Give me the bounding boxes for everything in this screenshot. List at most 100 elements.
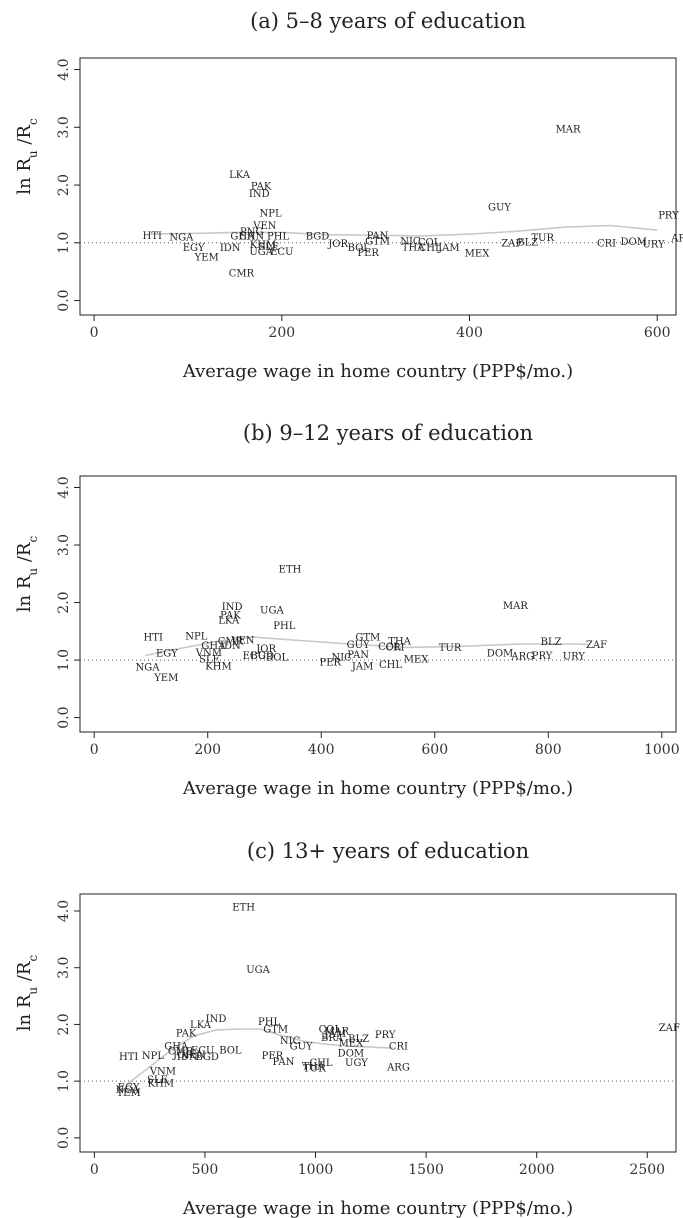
panel-a: (a) 5–8 years of education 0 200 400 600 0.0 1… xyxy=(14,9,683,382)
data-point-label: ETH xyxy=(279,565,302,576)
x-tick-label: 600 xyxy=(644,325,671,341)
data-point-label: COL xyxy=(319,1024,342,1035)
data-point-label: CRI xyxy=(385,642,404,653)
data-point-label: PAN xyxy=(367,231,389,242)
data-point-label: PER xyxy=(262,1051,284,1062)
data-point-label: COL xyxy=(418,238,441,249)
x-axis-label: Average wage in home country (PPP$/mo.) xyxy=(182,361,573,382)
y-axis-label-mid: /R xyxy=(14,125,35,151)
data-point-label: KHM xyxy=(205,661,231,672)
data-point-label: IND xyxy=(249,189,270,200)
data-point-label: PAN xyxy=(347,650,369,661)
data-point-label: TUR xyxy=(303,1064,326,1075)
x-tick-label: 600 xyxy=(421,742,448,758)
data-point-label: IDN xyxy=(220,243,241,254)
data-point-label: MAR xyxy=(556,125,581,136)
data-point-label: IDN xyxy=(220,641,241,652)
data-point-label: THA xyxy=(402,242,425,253)
x-tick-label: 400 xyxy=(456,325,483,341)
data-point-label: BGD xyxy=(306,231,330,242)
data-point-label: PNG xyxy=(240,227,263,238)
data-point-label: GTM xyxy=(355,633,380,644)
data-point-label: MAR xyxy=(503,601,528,612)
y-tick-label: 1.0 xyxy=(56,649,72,671)
data-point-label: JOR xyxy=(327,239,348,250)
y-axis-label-sub1: u xyxy=(26,987,40,995)
data-point-label: JOR xyxy=(172,1050,193,1061)
data-point-label: PER xyxy=(357,248,379,259)
data-point-label: PAN xyxy=(273,1057,295,1068)
data-point-label: BOL xyxy=(266,653,289,664)
y-axis-label-sub2: c xyxy=(26,536,40,543)
data-point-label: BOL xyxy=(219,1045,242,1056)
data-point-label: VEN xyxy=(252,221,277,232)
data-point-label: JAM xyxy=(351,661,373,672)
data-point-label: IDN xyxy=(177,1052,198,1063)
panel-b: (b) 9–12 years of education 0 200 400 600 800… xyxy=(14,421,680,799)
data-point-label: ARG xyxy=(670,234,683,245)
data-point-label: ARG xyxy=(510,652,534,663)
y-axis-label: ln Ru /Rc xyxy=(14,118,40,195)
data-point-label: GUY xyxy=(347,640,370,651)
data-point-label: CRI xyxy=(597,238,616,249)
data-point-label: JAM xyxy=(324,1029,346,1040)
data-point-label: VNM xyxy=(149,1066,176,1077)
x-tick-label: 1000 xyxy=(644,742,680,758)
x-tick-label: 200 xyxy=(194,742,221,758)
y-tick-label: 2.0 xyxy=(56,1013,72,1035)
data-point-label: UGA xyxy=(260,606,284,617)
smoothed-curve xyxy=(145,636,589,657)
y-axis-label: ln Ru /Rc xyxy=(14,536,40,613)
data-point-label: URY xyxy=(642,239,665,250)
data-point-label: HTI xyxy=(143,231,162,242)
y-axis-label-main: ln R xyxy=(14,994,35,1031)
data-point-label: KHM xyxy=(148,1078,174,1089)
x-tick-label: 0 xyxy=(90,742,99,758)
data-point-label: DOM xyxy=(338,1048,364,1059)
data-point-label: IND xyxy=(206,1014,227,1025)
y-axis-label-sub1: u xyxy=(26,150,40,158)
data-point-label: VEN xyxy=(230,635,255,646)
data-point-label: CHL xyxy=(419,243,442,254)
data-point-label: PER xyxy=(320,657,342,668)
data-point-label: GTM xyxy=(263,1024,288,1035)
data-point-label: NIC xyxy=(331,653,352,664)
data-point-label: CMR xyxy=(168,1047,194,1058)
data-point-label: VEN xyxy=(181,1050,206,1061)
data-point-label: GHA xyxy=(164,1041,189,1052)
x-tick-label: 1000 xyxy=(298,1162,334,1178)
y-tick-label: 1.0 xyxy=(56,1070,72,1092)
data-point-label: SLE xyxy=(147,1075,168,1086)
data-point-label: PHL xyxy=(267,231,289,242)
data-point-label: GUY xyxy=(488,203,511,214)
x-axis-label: Average wage in home country (PPP$/mo.) xyxy=(182,778,573,799)
plot-frame xyxy=(79,57,677,316)
data-point-label: EGY xyxy=(183,243,205,254)
data-point-label: TUR xyxy=(439,643,462,654)
data-point-label: ZAF xyxy=(586,640,607,651)
data-point-label: UGY xyxy=(345,1058,368,1069)
data-point-label: DOM xyxy=(487,649,513,660)
x-axis-label: Average wage in home country (PPP$/mo.) xyxy=(182,1198,573,1218)
smoothed-curve xyxy=(127,1028,393,1085)
data-point-label: NGA xyxy=(136,662,161,673)
data-point-label: YEM xyxy=(194,253,219,264)
data-point-label: MAR xyxy=(324,1027,349,1038)
x-tick-label: 2500 xyxy=(629,1162,665,1178)
data-point-label: GHA xyxy=(201,641,226,652)
data-point-label: THA xyxy=(302,1061,325,1072)
smoothed-curve xyxy=(150,224,658,237)
data-point-label: ZAF xyxy=(501,238,522,249)
y-tick-label: 3.0 xyxy=(56,534,72,556)
y-tick-label: 4.0 xyxy=(56,58,72,80)
data-point-label: JOR xyxy=(255,644,276,655)
plot-frame xyxy=(79,893,677,1153)
data-point-label: EGY xyxy=(156,649,178,660)
x-tick-label: 500 xyxy=(192,1162,219,1178)
panel-c: (c) 13+ years of education 0 500 1000 1500 20… xyxy=(14,839,680,1218)
data-point-label: PAK xyxy=(220,611,241,622)
data-point-label: PAK xyxy=(251,182,272,193)
x-tick-label: 200 xyxy=(268,325,295,341)
data-point-label: TUR xyxy=(531,233,554,244)
data-point-label: CRI xyxy=(389,1041,408,1052)
